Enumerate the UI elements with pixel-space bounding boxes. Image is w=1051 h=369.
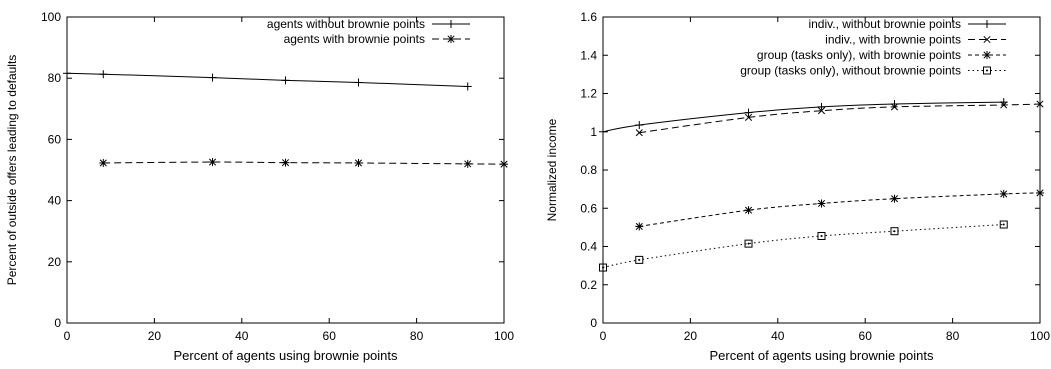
x-tick-label: 80 — [410, 329, 424, 343]
y-axis-label: Percent of outside offers leading to def… — [5, 55, 19, 286]
y-tick-label: 20 — [48, 255, 62, 269]
data-point — [599, 263, 607, 272]
series-line — [639, 192, 1041, 227]
x-tick-label: 100 — [1030, 329, 1050, 343]
data-point — [599, 127, 607, 136]
y-tick-label: 0 — [590, 316, 597, 330]
data-point — [635, 222, 644, 231]
x-tick-label: 100 — [494, 329, 514, 343]
y-tick-label: 1.4 — [580, 48, 597, 62]
x-tick-label: 20 — [684, 329, 698, 343]
series-line — [103, 161, 505, 165]
data-point — [817, 231, 826, 240]
y-tick-label: 1.2 — [580, 87, 597, 101]
series-1: agents with brownie points — [99, 32, 508, 169]
y-tick-label: 0.6 — [580, 201, 597, 215]
data-point — [208, 158, 217, 167]
legend-label: agents without brownie points — [267, 17, 425, 31]
series-0: indiv., without brownie points — [599, 17, 1008, 136]
data-point — [744, 108, 753, 117]
series-1: indiv., with brownie points — [635, 33, 1044, 137]
y-tick-label: 0.4 — [580, 240, 597, 254]
series-line — [639, 103, 1041, 134]
data-point — [635, 255, 644, 264]
data-point — [208, 73, 217, 82]
legend-marker — [983, 51, 991, 59]
x-tick-label: 40 — [235, 329, 249, 343]
y-tick-label: 0.2 — [580, 278, 597, 292]
data-point — [354, 158, 363, 167]
series-0: agents without brownie points — [63, 17, 472, 91]
data-point — [99, 70, 108, 79]
y-tick-label: 60 — [48, 132, 62, 146]
x-tick-label: 60 — [859, 329, 873, 343]
data-point — [744, 113, 753, 121]
data-point — [817, 199, 826, 208]
data-point — [999, 189, 1008, 198]
data-point — [463, 159, 472, 168]
y-tick-label: 1.6 — [580, 10, 597, 24]
data-point — [281, 158, 290, 167]
data-point — [1036, 100, 1044, 108]
series-line — [602, 101, 1004, 133]
y-tick-label: 1 — [590, 125, 597, 139]
data-point — [354, 78, 363, 87]
chart-right: 0 20 40 60 80 100 0 0.2 0.4 0.6 0.8 1 1.2 1.4 1.6 Perce… — [545, 10, 1050, 363]
x-tick-label: 60 — [323, 329, 337, 343]
data-point — [63, 69, 71, 78]
x-tick-label: 40 — [771, 329, 785, 343]
y-tick-label: 0.8 — [580, 163, 597, 177]
legend-label: group (tasks only), with brownie points — [757, 48, 961, 62]
data-point — [744, 206, 753, 215]
data-point — [890, 194, 899, 203]
y-tick-label: 100 — [41, 10, 61, 24]
data-point — [817, 102, 826, 111]
data-point — [463, 82, 472, 91]
x-axis-label: Percent of agents using brownie points — [173, 348, 398, 363]
series-line — [602, 224, 1004, 269]
legend-label: group (tasks only), without brownie poin… — [740, 64, 961, 78]
x-axis-label: Percent of agents using brownie points — [709, 348, 934, 363]
chart-left: 0 20 40 60 80 100 0 20 40 60 80 100 Percent of agent… — [5, 10, 514, 363]
y-tick-label: 40 — [48, 194, 62, 208]
data-point — [817, 107, 826, 115]
series-3: group (tasks only), without brownie poin… — [599, 64, 1008, 272]
data-point — [635, 129, 643, 137]
data-point — [1000, 101, 1008, 109]
data-point — [999, 220, 1008, 229]
plot-frame — [66, 16, 505, 324]
data-point — [635, 121, 644, 130]
data-point — [281, 76, 290, 85]
series-2: group (tasks only), with brownie points — [635, 48, 1044, 231]
data-point — [890, 227, 899, 236]
x-tick-label: 0 — [600, 329, 607, 343]
legend-marker — [983, 35, 991, 44]
legend-label: indiv., with brownie points — [825, 33, 961, 47]
x-tick-label: 0 — [64, 329, 71, 343]
series-line — [66, 72, 468, 87]
legend-label: indiv., without brownie points — [808, 17, 961, 31]
data-point — [744, 239, 753, 248]
data-point — [890, 103, 899, 111]
x-tick-label: 20 — [148, 329, 162, 343]
legend-marker — [983, 20, 991, 28]
legend-label: agents with brownie points — [284, 32, 425, 46]
x-tick-label: 80 — [946, 329, 960, 343]
legend-marker — [983, 66, 991, 75]
data-point — [1036, 188, 1044, 197]
data-point — [99, 158, 108, 167]
legend-marker — [447, 20, 455, 28]
y-tick-label: 80 — [48, 71, 62, 85]
legend-marker — [447, 35, 455, 43]
y-tick-label: 0 — [54, 316, 61, 330]
y-axis-label: Normalized income — [545, 118, 559, 221]
data-point — [500, 160, 508, 169]
